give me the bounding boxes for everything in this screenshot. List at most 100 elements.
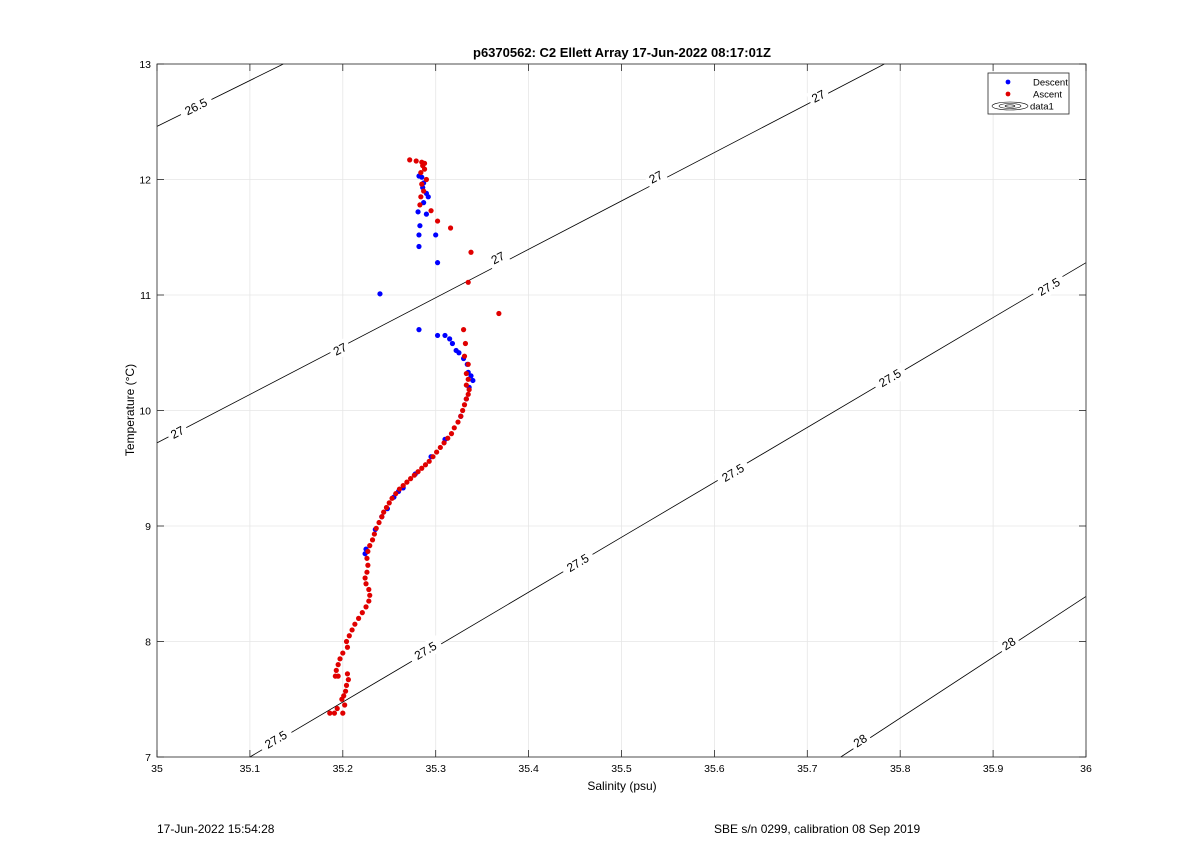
ascent-point — [434, 449, 440, 455]
contour-label-bg — [406, 635, 445, 667]
x-tick-label: 35.6 — [704, 763, 725, 775]
ascent-point — [458, 413, 464, 419]
contour-label-group: 27.5 — [257, 724, 295, 756]
footer-calibration: SBE s/n 0299, calibration 08 Sep 2019 — [714, 822, 921, 836]
ascent-point — [335, 662, 341, 668]
ascent-point — [496, 310, 502, 317]
x-tick-label: 35.8 — [890, 763, 911, 775]
x-tick-label: 35.5 — [611, 763, 632, 775]
ascent-point — [400, 482, 406, 489]
contour-label-group: 27 — [327, 337, 353, 361]
contour-label: 27 — [331, 340, 350, 359]
grid-lines — [156, 63, 1087, 758]
contour-label: 27 — [809, 87, 828, 106]
ascent-point — [334, 705, 340, 712]
ascent-point — [462, 340, 469, 347]
ascent-point — [415, 469, 421, 475]
x-tick-label: 35.9 — [983, 763, 1004, 775]
y-tick-label: 8 — [145, 637, 151, 649]
descent-point — [421, 200, 427, 206]
ascent-point — [343, 638, 350, 645]
ascent-point — [364, 569, 370, 575]
contour-label-bg — [485, 246, 511, 270]
ascent-point — [417, 202, 423, 208]
ascent-point — [463, 382, 469, 388]
legend: Descent Ascent data1 — [987, 72, 1070, 115]
ascent-point — [333, 667, 339, 673]
ascent-point — [421, 166, 428, 172]
contour-label-group: 27.5 — [871, 362, 909, 394]
axis-ticks: 35 35.1 35.2 35.3 35.4 35.5 35.6 35.7 35.8 35.9 36… — [139, 59, 1092, 775]
footer-timestamp: 17-Jun-2022 15:54:28 — [157, 822, 275, 836]
contour-label-bg — [164, 420, 191, 445]
descent-point — [377, 291, 383, 297]
ascent-point — [363, 604, 369, 610]
ascent-point — [445, 435, 451, 441]
ascent-point — [407, 157, 413, 163]
ascent-point — [465, 279, 471, 285]
ascent-point — [465, 376, 471, 382]
ascent-point — [337, 656, 343, 662]
ascent-point — [421, 188, 427, 194]
ascent-point — [465, 361, 471, 367]
descent-point — [416, 232, 422, 238]
ascent-point — [344, 671, 351, 677]
y-tick-label: 11 — [140, 290, 151, 302]
y-tick-label: 10 — [139, 406, 151, 418]
ascent-point — [364, 555, 370, 561]
ascent-point — [419, 181, 425, 187]
ascent-point — [342, 688, 349, 694]
y-tick-label: 12 — [139, 175, 151, 187]
ascent-point — [460, 407, 466, 414]
descent-point — [447, 336, 453, 342]
ascent-point — [376, 519, 382, 526]
x-tick-label: 35 — [151, 763, 163, 775]
ascent-point — [451, 425, 457, 431]
ascent-point — [327, 710, 333, 716]
ascent-point — [437, 444, 443, 451]
contour-label-group: 27.5 — [1030, 271, 1068, 303]
contour-label-bg — [327, 337, 353, 361]
contour-label-bg — [847, 728, 874, 754]
ascent-point — [463, 370, 469, 377]
descent-series — [362, 173, 476, 557]
ascent-point — [367, 592, 373, 598]
contour-label-group: 28 — [996, 631, 1022, 656]
ascent-point — [389, 495, 395, 501]
y-tick-label: 13 — [139, 59, 151, 71]
descent-point — [415, 209, 421, 215]
descent-point — [456, 350, 462, 356]
ascent-point — [465, 391, 471, 397]
ascent-point — [404, 479, 410, 485]
descent-point — [449, 340, 456, 347]
ascent-point — [386, 500, 392, 506]
ascent-point — [346, 633, 352, 639]
contour-label-group: 27 — [485, 246, 511, 270]
x-tick-label: 35.7 — [797, 763, 818, 775]
ascent-point — [441, 440, 447, 446]
contour-label-bg — [714, 457, 752, 489]
descent-point — [434, 332, 441, 339]
ascent-point — [379, 514, 385, 520]
contour-label-group: 27.5 — [559, 547, 597, 579]
y-axis-label: Temperature (°C) — [123, 364, 137, 456]
contour-line-27.5 — [249, 262, 1087, 758]
ascent-point — [344, 644, 351, 650]
descent-point — [433, 232, 439, 238]
ascent-point — [393, 491, 399, 497]
ascent-point — [365, 562, 371, 568]
descent-point — [423, 211, 430, 217]
legend-box — [987, 72, 1070, 115]
ascent-point — [430, 454, 436, 460]
descent-point — [416, 327, 422, 333]
ascent-point — [340, 650, 346, 656]
ascent-point — [413, 158, 419, 164]
contour-label-group: 26.5 — [177, 92, 215, 122]
x-tick-label: 35.2 — [333, 763, 354, 775]
ascent-point — [448, 431, 455, 437]
ascent-point — [466, 387, 472, 393]
ascent-point — [460, 327, 467, 333]
y-tick-label: 7 — [145, 752, 151, 764]
ascent-point — [349, 627, 355, 633]
ascent-series — [327, 157, 502, 716]
